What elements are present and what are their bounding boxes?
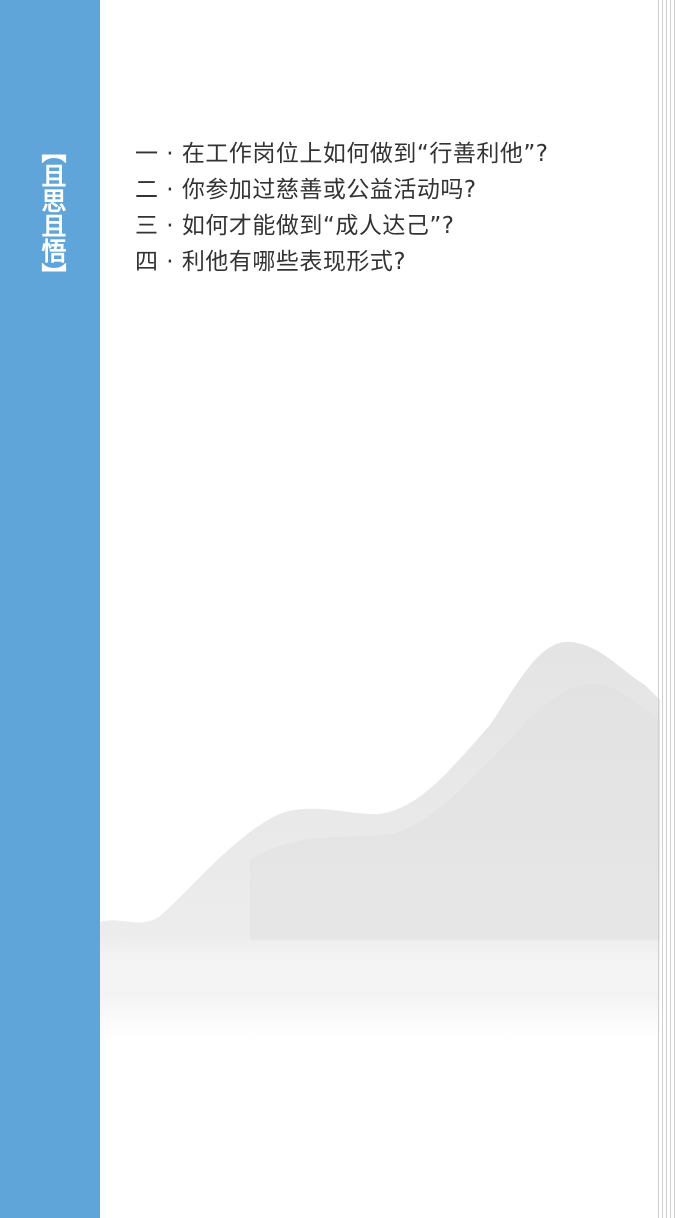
mist-band [100, 940, 660, 1050]
section-title: 【且思且悟】 [38, 138, 67, 288]
question-item: 四 · 利他有哪些表现形式? [135, 249, 407, 275]
page-edge-line [674, 0, 675, 1218]
question-item: 三 · 如何才能做到“成人达己”? [135, 213, 455, 239]
question-item: 一 · 在工作岗位上如何做到“行善利他”? [135, 141, 549, 167]
page-edge-line [658, 0, 659, 1218]
page-edge-line [670, 0, 671, 1218]
mountain-illustration [100, 641, 660, 1060]
content-page: 一 · 在工作岗位上如何做到“行善利他”? 二 · 你参加过慈善或公益活动吗? … [100, 0, 676, 1218]
mountain-shadow [250, 683, 660, 940]
question-list: 一 · 在工作岗位上如何做到“行善利他”? 二 · 你参加过慈善或公益活动吗? … [135, 136, 548, 280]
page-edge-line [666, 0, 667, 1218]
question-item: 二 · 你参加过慈善或公益活动吗? [135, 177, 477, 203]
page-edge-line [662, 0, 663, 1218]
sidebar-band: 【且思且悟】 [0, 0, 100, 1218]
